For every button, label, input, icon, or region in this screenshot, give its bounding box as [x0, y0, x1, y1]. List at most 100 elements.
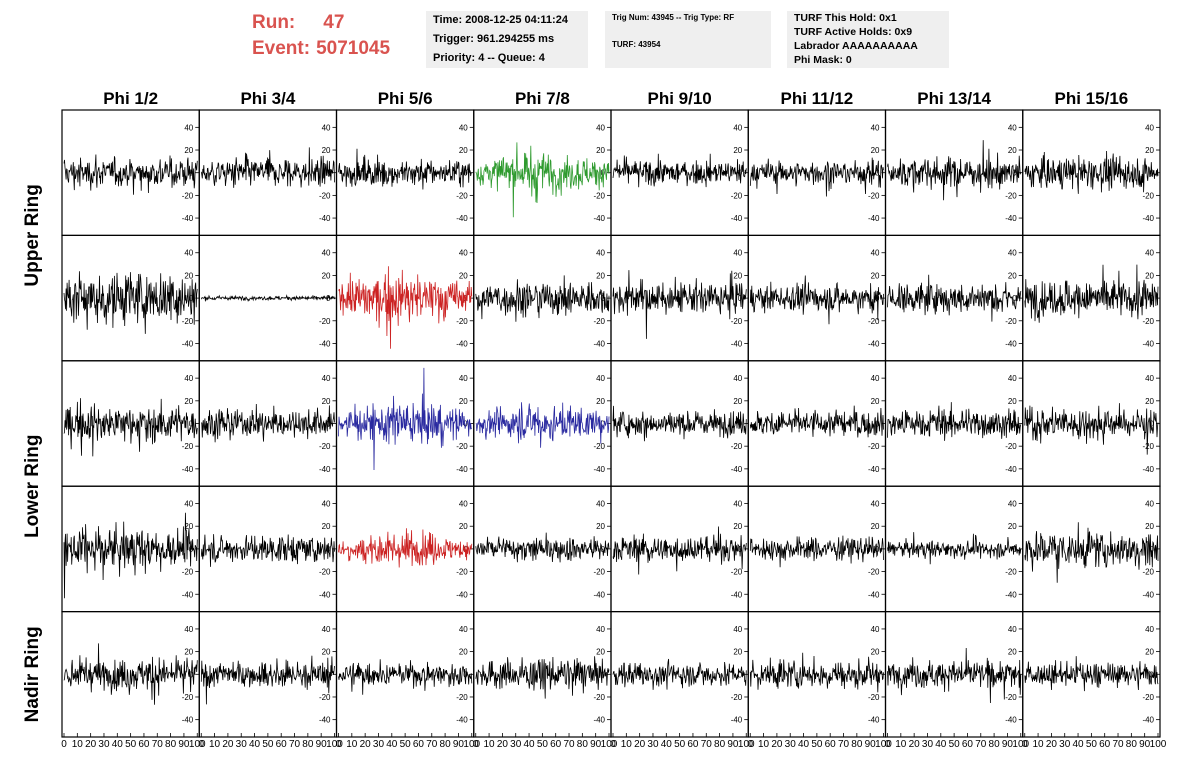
y-tick-label: -40	[868, 339, 880, 348]
x-tick-label: 80	[714, 739, 726, 750]
y-tick-label: -20	[731, 317, 743, 326]
y-tick-label: 40	[1145, 625, 1154, 634]
y-tick-label: 40	[322, 123, 331, 132]
waveform-trace	[338, 659, 473, 695]
x-tick-label: 50	[949, 739, 961, 750]
y-tick-label: -40	[731, 590, 743, 599]
y-tick-label: -40	[1142, 214, 1154, 223]
waveform-trace	[612, 153, 747, 188]
x-tick-label: 80	[440, 739, 452, 750]
y-tick-label: -40	[731, 465, 743, 474]
x-tick-label: 90	[316, 739, 328, 750]
y-tick-label: -40	[868, 590, 880, 599]
y-tick-label: 40	[322, 500, 331, 509]
y-tick-label: -20	[868, 442, 880, 451]
y-tick-label: -40	[868, 716, 880, 725]
y-tick-label: 20	[1008, 648, 1017, 657]
x-tick-label: 0	[336, 739, 342, 750]
time-text: Time: 2008-12-25 04:11:24	[433, 14, 568, 26]
trig-num-text: Trig Num: 43945 -- Trig Type: RF	[612, 13, 735, 22]
y-tick-label: 20	[871, 648, 880, 657]
y-tick-label: -40	[731, 214, 743, 223]
y-tick-label: -20	[868, 317, 880, 326]
y-tick-label: 20	[733, 146, 742, 155]
trig-num-box: Trig Num: 43945 -- Trig Type: RF TURF: 4…	[605, 11, 771, 68]
x-tick-label: 20	[771, 739, 783, 750]
y-tick-label: 40	[733, 249, 742, 258]
x-tick-label: 50	[811, 739, 823, 750]
y-tick-label: -20	[1005, 693, 1017, 702]
waveform-trace	[1024, 522, 1159, 583]
x-tick-label: 10	[484, 739, 496, 750]
y-tick-label: -20	[456, 568, 468, 577]
y-tick-label: -40	[593, 339, 605, 348]
y-tick-label: -40	[182, 465, 194, 474]
x-tick-label: 60	[413, 739, 425, 750]
x-tick-label: 80	[989, 739, 1001, 750]
y-tick-label: 20	[1145, 146, 1154, 155]
y-tick-label: 40	[733, 625, 742, 634]
panel-frame	[473, 234, 612, 362]
y-tick-label: 20	[322, 271, 331, 280]
y-tick-label: -40	[182, 590, 194, 599]
x-tick-label: 90	[453, 739, 465, 750]
x-tick-label: 60	[962, 739, 974, 750]
waveform-trace	[887, 274, 1022, 322]
y-tick-label: 20	[1145, 271, 1154, 280]
y-tick-label: 40	[733, 500, 742, 509]
waveform-trace	[1024, 264, 1159, 323]
x-tick-label: 90	[727, 739, 739, 750]
y-tick-label: 20	[871, 522, 880, 531]
y-tick-label: 40	[871, 123, 880, 132]
y-tick-label: -40	[182, 339, 194, 348]
y-tick-label: -40	[731, 716, 743, 725]
y-tick-label: -40	[731, 339, 743, 348]
y-tick-label: 40	[1145, 374, 1154, 383]
waveform-trace	[475, 275, 610, 322]
x-tick-label: 10	[209, 739, 221, 750]
y-tick-label: 0	[601, 169, 606, 178]
y-tick-label: -20	[319, 568, 331, 577]
x-tick-label: 40	[1072, 739, 1084, 750]
waveform-trace	[338, 528, 473, 568]
x-tick-label: 50	[674, 739, 686, 750]
y-tick-label: -40	[868, 465, 880, 474]
x-tick-label: 60	[276, 739, 288, 750]
waveform-trace	[749, 652, 884, 693]
y-tick-label: -40	[456, 465, 468, 474]
y-tick-label: 0	[1012, 545, 1017, 554]
x-tick-label: 60	[138, 739, 150, 750]
x-tick-label: 70	[289, 739, 301, 750]
column-header: Phi 7/8	[515, 89, 570, 108]
y-tick-label: -20	[456, 191, 468, 200]
y-tick-label: -20	[868, 191, 880, 200]
priority-text: Priority: 4 -- Queue: 4	[433, 52, 545, 64]
y-tick-label: 40	[322, 249, 331, 258]
waveform-trace	[749, 535, 884, 568]
x-tick-label: 30	[1059, 739, 1071, 750]
y-tick-label: 20	[871, 271, 880, 280]
y-tick-label: -20	[456, 693, 468, 702]
y-tick-label: -40	[1142, 590, 1154, 599]
column-header: Phi 13/14	[917, 89, 991, 108]
x-tick-label: 90	[865, 739, 877, 750]
waveform-trace	[63, 154, 198, 195]
y-tick-label: 20	[459, 146, 468, 155]
x-tick-label: 30	[236, 739, 248, 750]
